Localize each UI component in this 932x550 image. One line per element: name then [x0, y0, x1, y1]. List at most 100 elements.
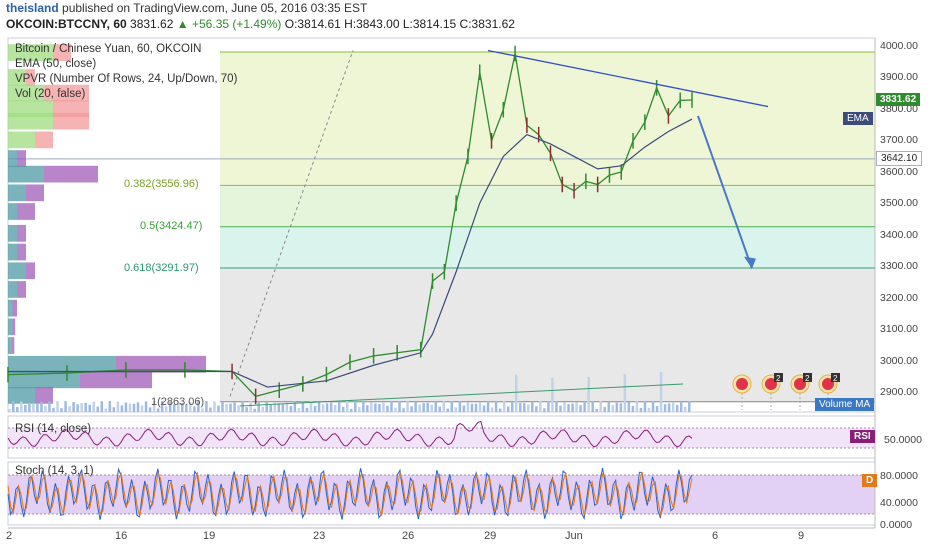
date-tick: Jun	[565, 530, 583, 542]
volume-bar	[599, 401, 602, 412]
volume-bar	[229, 403, 232, 412]
volume-bar	[398, 401, 401, 412]
volume-bar	[213, 401, 216, 412]
volume-bar	[197, 401, 200, 412]
rsi-axis-tick: 50.0000	[884, 434, 922, 446]
volume-bar	[221, 402, 224, 412]
volume-bar	[430, 404, 433, 412]
volume-bar	[116, 401, 120, 412]
volume-bar	[152, 401, 156, 412]
symbol-label[interactable]: OKCOIN:BTCCNY, 60	[6, 17, 127, 31]
volume-bar	[337, 401, 341, 412]
volume-bar	[595, 408, 598, 412]
volume-bar	[124, 402, 128, 412]
volume-bar	[462, 405, 466, 412]
volume-bar	[518, 402, 522, 412]
volume-bar	[482, 405, 486, 412]
legend-ema[interactable]: EMA (50, close)	[15, 58, 97, 70]
vpvr-down-bar	[11, 337, 15, 354]
stoch-label[interactable]: Stoch (14, 3, 1)	[15, 465, 94, 477]
price-tick: 3400.00	[880, 229, 918, 241]
volume-bar	[172, 404, 176, 412]
projection-arrow	[697, 115, 753, 269]
vpvr-up-bar	[8, 243, 17, 261]
dashed-trend-line	[229, 50, 354, 397]
volume-bar	[442, 401, 446, 412]
volume-bar	[454, 407, 458, 412]
vpvr-up-bar	[8, 131, 35, 149]
volume-bar	[390, 401, 393, 412]
volume-bar	[253, 408, 256, 412]
vpvr-down-bar	[116, 355, 206, 373]
last-price: 3831.62	[130, 17, 174, 31]
publish-info: published on TradingView.com, June 05, 2…	[62, 1, 368, 15]
level-price-tag: 3642.10	[876, 151, 923, 166]
volume-bar	[555, 401, 558, 412]
price-tick: 3600.00	[880, 166, 918, 178]
volume-bar	[687, 401, 691, 412]
volume-bar	[345, 401, 349, 412]
volume-bar	[32, 403, 35, 412]
vpvr-down-bar	[12, 318, 16, 336]
volume-bar	[535, 406, 538, 412]
volume-bar	[458, 401, 462, 412]
volume-bar	[478, 402, 482, 412]
vpvr-down-bar	[35, 387, 53, 404]
price-tick: 3300.00	[880, 260, 918, 272]
volume-bar	[663, 404, 667, 412]
vpvr-up-bar	[8, 112, 53, 130]
volume-bar	[506, 406, 510, 412]
vpvr-down-bar	[53, 112, 89, 130]
stoch-d-tag: D	[862, 474, 878, 487]
vpvr-down-bar	[17, 203, 35, 220]
volume-bar	[350, 408, 353, 412]
volume-bar	[233, 402, 236, 412]
price-tick: 3200.00	[880, 292, 918, 304]
volume-bar	[679, 401, 683, 412]
volume-bar	[374, 403, 377, 412]
price-tick: 2900.00	[880, 386, 918, 398]
volume-bar	[128, 403, 132, 412]
volume-bar	[470, 403, 474, 412]
volume-bar	[120, 405, 124, 412]
volume-bar	[450, 401, 454, 412]
volume-bar	[148, 407, 152, 412]
volume-bar	[201, 408, 204, 412]
volume-bar	[329, 402, 333, 412]
price-line	[7, 53, 693, 398]
vpvr-down-bar	[17, 225, 26, 242]
volume-bar	[502, 401, 506, 412]
author-link[interactable]: theisland	[6, 1, 59, 15]
legend-vol[interactable]: Vol (20, false)	[15, 88, 86, 100]
volume-bar	[587, 377, 590, 412]
rsi-label[interactable]: RSI (14, close)	[15, 423, 92, 435]
vpvr-up-bar	[8, 44, 53, 61]
vpvr-up-bar	[8, 262, 26, 280]
vpvr-down-bar	[12, 299, 17, 317]
date-tick: 16	[115, 530, 128, 542]
legend-vpvr[interactable]: VPVR (Number Of Rows, 24, Up/Down, 70)	[15, 73, 238, 85]
volume-bar	[615, 402, 619, 412]
volume-bar	[341, 406, 345, 412]
volume-bar	[265, 401, 269, 412]
volume-bar	[523, 403, 526, 412]
stoch-axis-tick: 40.0000	[880, 497, 918, 509]
volume-bar	[297, 408, 301, 412]
event-badge-count-bg	[774, 373, 783, 382]
volume-bar	[490, 407, 494, 412]
vpvr-down-bar	[53, 44, 71, 61]
volume-bar	[366, 405, 369, 412]
volume-bar	[382, 402, 385, 412]
volume-bar	[160, 401, 164, 412]
volume-bar	[619, 403, 623, 412]
vpvr-up-bar	[8, 165, 44, 183]
volume-bar	[193, 406, 196, 412]
volume-bar	[108, 401, 112, 412]
fib-label-0618: 0.618(3291.97)	[124, 262, 199, 274]
volume-bar	[80, 403, 83, 412]
fib-zone-05-0618	[220, 226, 875, 269]
volume-bar	[466, 402, 470, 412]
volume-bar	[16, 406, 19, 412]
publish-header: theisland published on TradingView.com, …	[6, 1, 367, 15]
